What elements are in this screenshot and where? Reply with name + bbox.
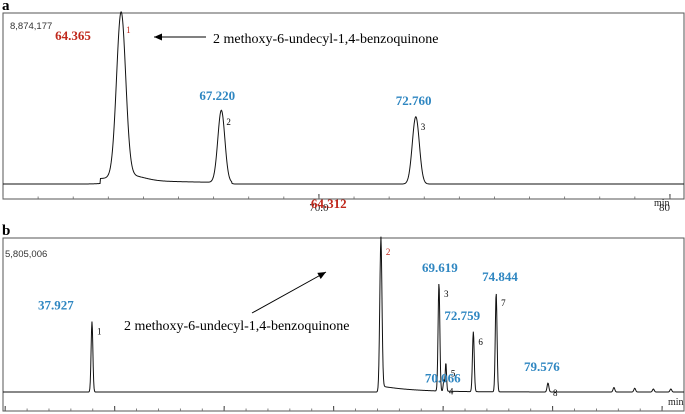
plot-frame [2,12,685,200]
annotation-arrow [251,271,327,314]
x-tick-label: 70.0 [309,202,329,214]
peak-number-3: 3 [421,122,426,132]
compound-annotation: 2 methoxy-6-undecyl-1,4-benzoquinone [213,32,439,47]
chromatogram-trace [3,11,684,185]
x-tick-label: 80 [659,202,671,214]
retention-time-label-1: 37.927 [38,298,74,313]
annotation-arrowhead [317,272,326,279]
peak-number-5: 5 [451,369,456,379]
peak-number-2: 2 [226,117,231,127]
retention-time-label-6: 72.759 [444,308,480,323]
chromatogram-trace [3,236,684,393]
retention-time-label-3: 69.619 [422,260,458,275]
panel-a: a8,874,177 1 64.365 2 67.220 3 72.760 2 methoxy… [2,0,685,214]
plot-frame [2,237,685,412]
peak-number-3: 3 [444,289,449,299]
retention-time-label-7: 74.844 [482,269,518,284]
peak-number-1: 1 [126,25,131,35]
annotation-arrowhead [154,33,162,41]
panel-letter: b [2,223,10,239]
peak-number-7: 7 [501,298,506,308]
retention-time-label-3: 72.760 [396,93,432,108]
panel-letter: a [2,0,10,14]
compound-annotation: 2 methoxy-6-undecyl-1,4-benzoquinone [124,319,350,334]
peak-number-4: 4 [449,387,454,397]
x-unit-label: min [654,198,670,209]
retention-time-label-1: 64.365 [55,28,91,43]
max-intensity-label: 5,805,006 [5,249,47,260]
retention-time-label-2: 67.220 [199,88,235,103]
peak-number-1: 1 [97,327,102,337]
peak-number-8: 8 [553,388,558,398]
retention-time-label-2: 64.312 [311,196,347,211]
peak-number-6: 6 [478,337,483,347]
peak-number-2: 2 [386,247,391,257]
retention-time-label-4: 70.066 [425,371,461,386]
max-intensity-label: 8,874,177 [10,21,52,32]
x-unit-label: min [668,397,684,408]
retention-time-label-8: 79.576 [524,359,560,374]
